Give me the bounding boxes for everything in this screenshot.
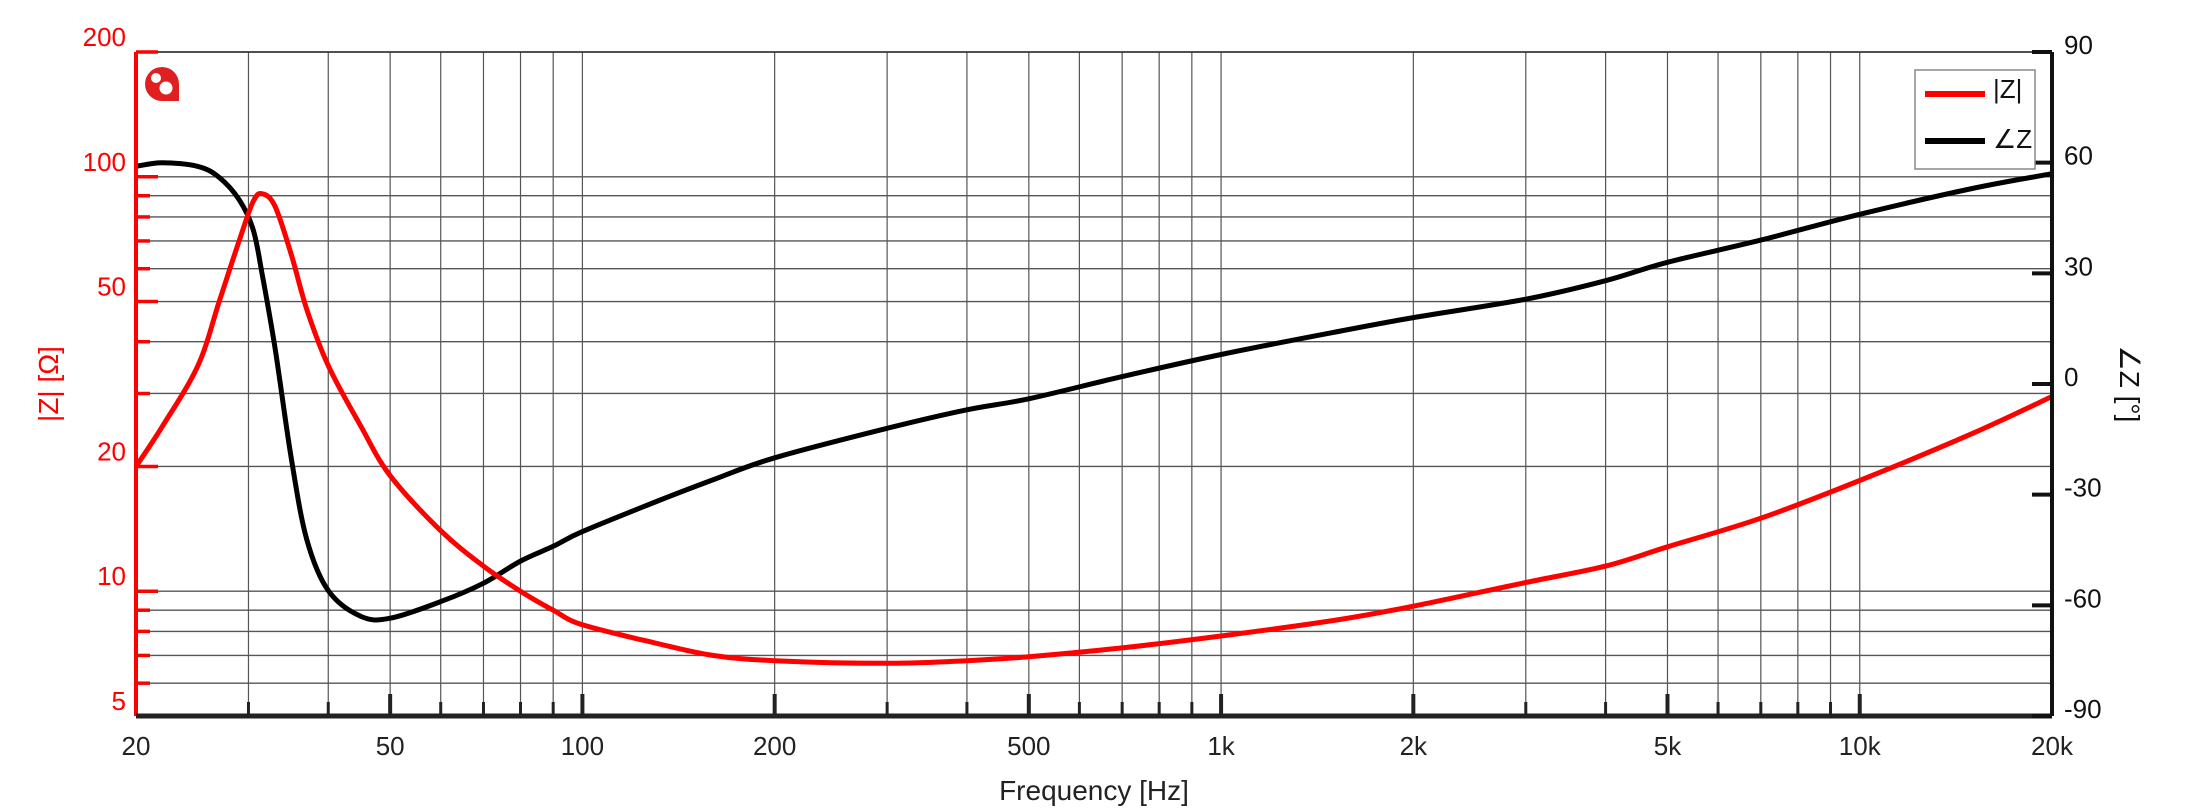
x-tick-label: 20k	[2031, 731, 2074, 761]
y-right-axis-title: ∠Z [°]	[2114, 346, 2145, 423]
y-tick-label: 10	[97, 561, 126, 591]
x-tick-label: 500	[1007, 731, 1050, 761]
y2-tick-label: 90	[2064, 30, 2093, 60]
x-tick-label: 200	[753, 731, 796, 761]
data-curves	[133, 160, 2054, 666]
legend-label-impedance: |Z|	[1993, 74, 2022, 104]
y-tick-label: 200	[83, 22, 126, 52]
legend-label-phase: ∠Z	[1993, 124, 2032, 154]
legend: |Z| ∠Z	[1914, 69, 2036, 170]
phase-curve	[135, 160, 2053, 623]
x-tick-label: 20	[122, 731, 151, 761]
y-tick-label: 5	[112, 686, 126, 716]
x-tick-label: 2k	[1400, 731, 1428, 761]
y-tick-label: 50	[97, 272, 126, 302]
y2-tick-label: -90	[2064, 694, 2102, 724]
x-axis-title: Frequency [Hz]	[999, 775, 1189, 806]
y2-tick-label: 0	[2064, 362, 2078, 392]
brand-logo-icon	[145, 67, 179, 101]
tick-labels: 20 50 100 200 500 1k 2k 5k 10k 20k 5 10 20 50 100 200 -9…	[83, 22, 2102, 761]
y-left-axis-title: |Z| [Ω]	[33, 346, 64, 422]
x-tick-label: 50	[376, 731, 405, 761]
impedance-magnitude-curve	[133, 191, 2054, 666]
x-tick-label: 10k	[1839, 731, 1882, 761]
y-tick-label: 20	[97, 436, 126, 466]
y2-tick-label: 30	[2064, 251, 2093, 281]
y2-tick-label: -30	[2064, 473, 2102, 503]
y-tick-label: 100	[83, 147, 126, 177]
x-tick-label: 100	[561, 731, 604, 761]
legend-box	[1914, 69, 2036, 170]
y2-tick-label: 60	[2064, 141, 2093, 171]
x-tick-label: 1k	[1207, 731, 1235, 761]
y2-tick-label: -60	[2064, 583, 2102, 613]
x-tick-label: 5k	[1654, 731, 1682, 761]
axes	[134, 50, 2054, 719]
